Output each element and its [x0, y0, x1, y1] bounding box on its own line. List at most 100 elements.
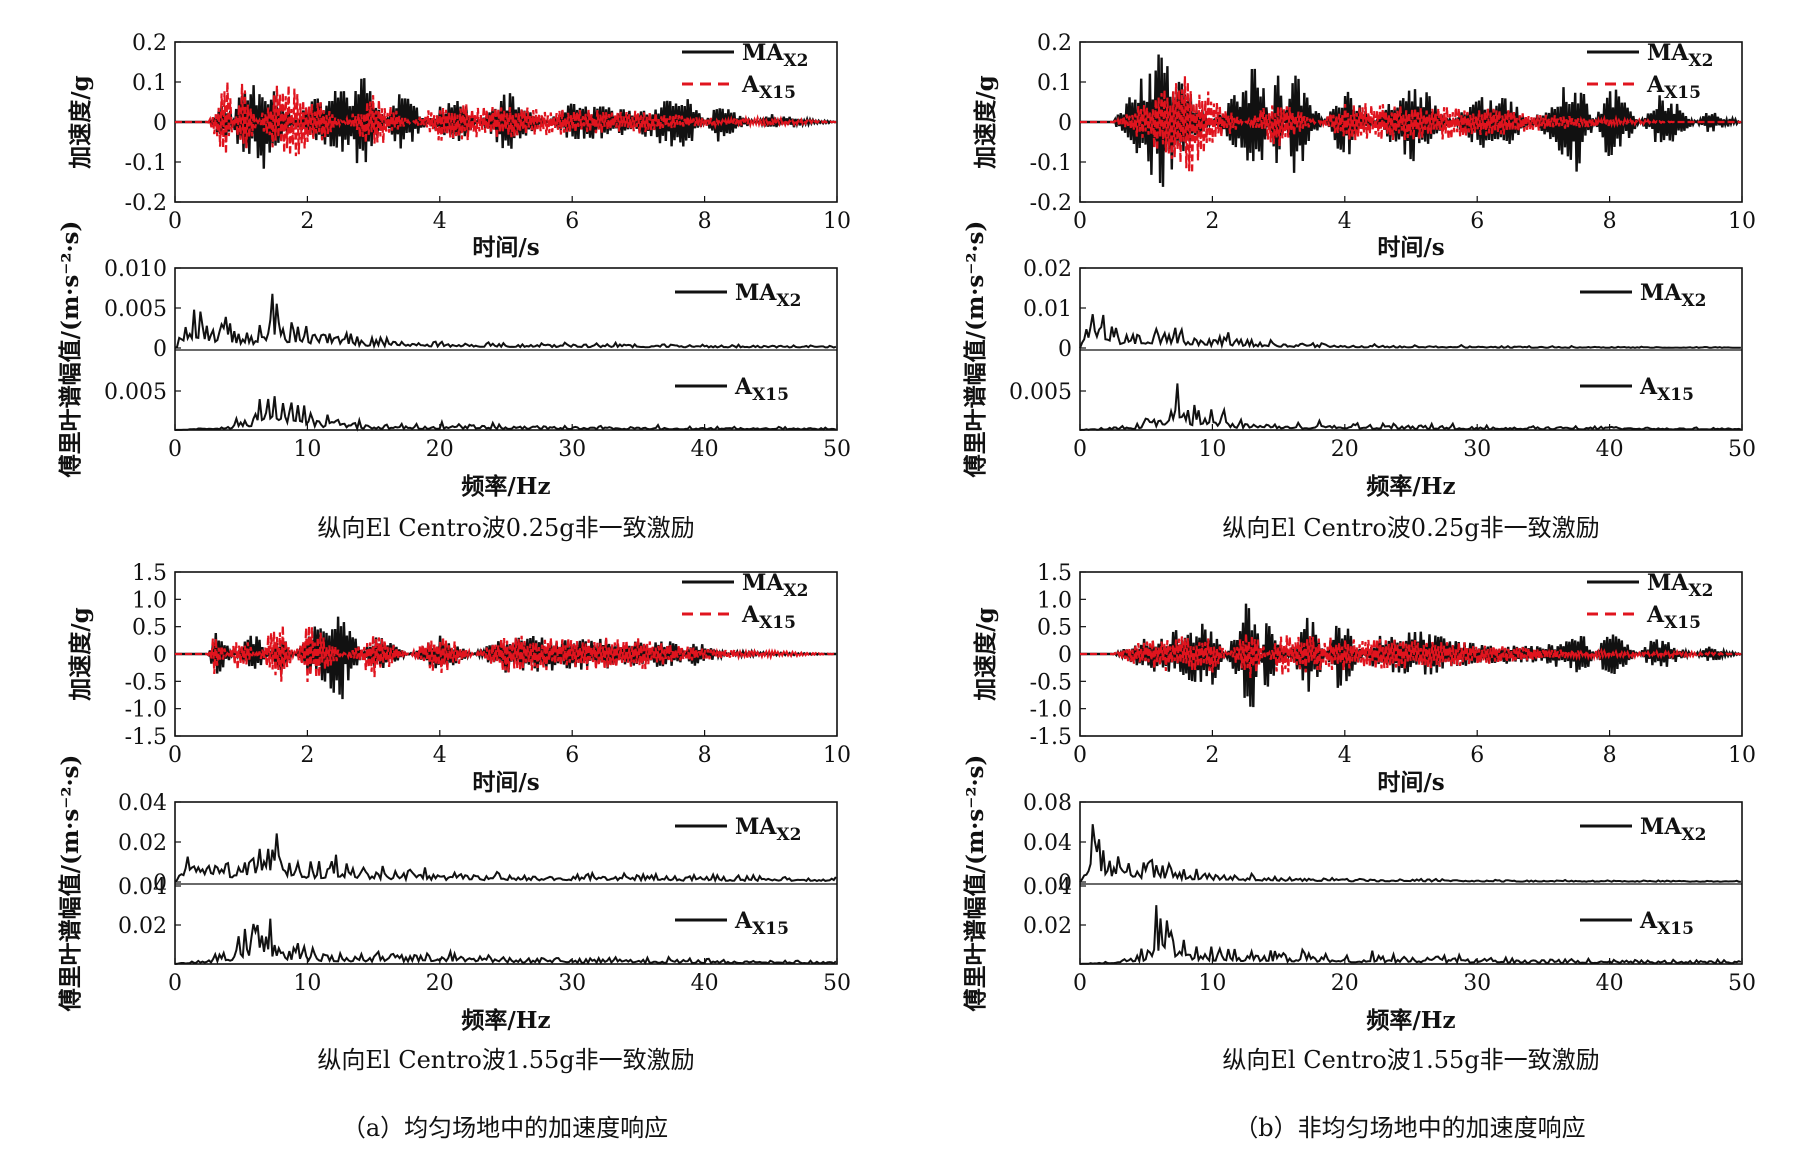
x-axis-label-frequency: 频率/Hz — [1366, 1007, 1455, 1034]
series-a-x15-line — [1080, 633, 1742, 678]
x-axis-label-time: 时间/s — [472, 769, 539, 796]
y-axis-label-acceleration-text: 加速度/g — [972, 75, 999, 169]
x-tick-label: 6 — [1470, 743, 1484, 768]
x-axis-label-time: 时间/s — [472, 234, 539, 261]
x-tick-label: 50 — [823, 971, 851, 996]
spectrum-a-x15-line — [1079, 383, 1742, 431]
y-tick-label: 0.2 — [1037, 31, 1072, 56]
y-tick-label: 0.005 — [104, 380, 167, 405]
legend-a-x15-text: AX15 — [1646, 602, 1701, 633]
x-tick-label: 2 — [1205, 209, 1219, 234]
legend-ma-x2-text: MAX2 — [1647, 570, 1713, 601]
x-tick-label: 8 — [698, 209, 712, 234]
y-tick-label: 0.02 — [118, 914, 167, 939]
y-tick-label: -1.5 — [1030, 725, 1072, 750]
x-tick-label: 10 — [293, 971, 321, 996]
x-tick-label: 10 — [1198, 971, 1226, 996]
x-tick-label: 20 — [426, 437, 454, 462]
series-a-x15-line — [1080, 76, 1742, 173]
spectrum-ma-x2-line — [174, 833, 837, 884]
y-tick-label: 0.005 — [104, 297, 167, 322]
x-tick-label: 50 — [1728, 437, 1756, 462]
legend-spectrum-ma-x2-text: MAX2 — [1640, 280, 1706, 311]
x-tick-label: 20 — [426, 971, 454, 996]
y-tick-label: -1.0 — [1030, 698, 1072, 723]
y-tick-label: 0.5 — [1037, 616, 1072, 641]
spectrum-ma-x2-line — [174, 293, 837, 350]
spectrum-axes — [174, 267, 838, 431]
x-tick-label: 8 — [1603, 743, 1617, 768]
y-axis-label-acceleration: 加速度/g — [972, 75, 999, 169]
y-tick-label: -0.2 — [125, 191, 167, 216]
x-axis-label-frequency: 频率/Hz — [1366, 473, 1455, 500]
x-tick-label: 0 — [1073, 971, 1087, 996]
x-axis-label-frequency: 频率/Hz — [461, 473, 550, 500]
x-axis-label-time: 时间/s — [1377, 234, 1444, 261]
y-axis-label-fourier: 傅里叶谱幅值/(m·s⁻²·s) — [962, 755, 989, 1013]
x-tick-label: 20 — [1331, 437, 1359, 462]
y-axis-label-fourier: 傅里叶谱幅值/(m·s⁻²·s) — [57, 221, 84, 479]
x-tick-label: 2 — [300, 209, 314, 234]
x-tick-label: 0 — [168, 437, 182, 462]
y-axis-label-acceleration: 加速度/g — [67, 607, 94, 701]
x-tick-label: 20 — [1331, 971, 1359, 996]
y-tick-label: 0 — [153, 643, 167, 668]
y-tick-label: 0.02 — [1023, 257, 1072, 282]
figure-caption-b: （b）非均匀场地中的加速度响应 — [1234, 1114, 1585, 1142]
y-tick-label: 0 — [1058, 643, 1072, 668]
y-axis-label-acceleration: 加速度/g — [972, 607, 999, 701]
y-tick-label: 0.1 — [1037, 71, 1072, 96]
legend-ma-x2-text: MAX2 — [742, 570, 808, 601]
legend-spectrum-a-x15-text: AX15 — [734, 374, 789, 405]
legend-spectrum-ma-x2-text: MAX2 — [1640, 814, 1706, 845]
y-tick-label: 1.5 — [132, 561, 167, 586]
x-tick-label: 30 — [1463, 437, 1491, 462]
y-axis-label-fourier-text: 傅里叶谱幅值/(m·s⁻²·s) — [962, 755, 989, 1013]
legend-spectrum-ma-x2-text: MAX2 — [735, 814, 801, 845]
spectrum-axes — [1079, 801, 1743, 965]
legend-spectrum-a-x15-text: AX15 — [1639, 908, 1694, 939]
legend-ma-x2-text: MAX2 — [742, 40, 808, 71]
x-tick-label: 2 — [300, 743, 314, 768]
x-tick-label: 10 — [1198, 437, 1226, 462]
x-tick-label: 10 — [823, 743, 851, 768]
y-axis-label-acceleration-text: 加速度/g — [972, 607, 999, 701]
y-tick-label: -0.5 — [125, 670, 167, 695]
y-axis-label-acceleration: 加速度/g — [67, 75, 94, 169]
y-tick-label: 0.02 — [118, 831, 167, 856]
legend-ma-x2-text: MAX2 — [1647, 40, 1713, 71]
x-tick-label: 30 — [558, 437, 586, 462]
x-tick-label: 40 — [1596, 437, 1624, 462]
x-tick-label: 40 — [1596, 971, 1624, 996]
legend-a-x15-text: AX15 — [741, 72, 796, 103]
x-tick-label: 4 — [1338, 743, 1352, 768]
y-tick-label: 1.5 — [1037, 561, 1072, 586]
panel-caption: 纵向El Centro波1.55g非一致激励 — [317, 1046, 694, 1074]
y-tick-label: -0.2 — [1030, 191, 1072, 216]
x-tick-label: 0 — [168, 743, 182, 768]
x-tick-label: 2 — [1205, 743, 1219, 768]
y-axis-label-acceleration-text: 加速度/g — [67, 607, 94, 701]
y-tick-label: 0 — [153, 337, 167, 362]
x-tick-label: 10 — [1728, 209, 1756, 234]
x-tick-label: 0 — [168, 209, 182, 234]
spectrum-ma-x2-line — [1079, 314, 1741, 350]
y-tick-label: -0.1 — [125, 151, 167, 176]
y-tick-label: 0 — [1058, 337, 1072, 362]
x-tick-label: 6 — [565, 743, 579, 768]
y-tick-label: 0.08 — [1023, 791, 1072, 816]
x-tick-label: 6 — [565, 209, 579, 234]
y-axis-label-fourier: 傅里叶谱幅值/(m·s⁻²·s) — [962, 221, 989, 479]
y-tick-label: 0.5 — [132, 616, 167, 641]
series-a-x15-line — [175, 625, 837, 683]
series-a-x15-line — [175, 82, 837, 157]
x-tick-label: 10 — [1728, 743, 1756, 768]
x-tick-label: 0 — [168, 971, 182, 996]
y-tick-label: 1.0 — [1037, 588, 1072, 613]
y-tick-label: -1.5 — [125, 725, 167, 750]
x-axis-label-time: 时间/s — [1377, 769, 1444, 796]
y-tick-label: 0.010 — [104, 257, 167, 282]
y-axis-label-acceleration-text: 加速度/g — [67, 75, 94, 169]
x-tick-label: 6 — [1470, 209, 1484, 234]
